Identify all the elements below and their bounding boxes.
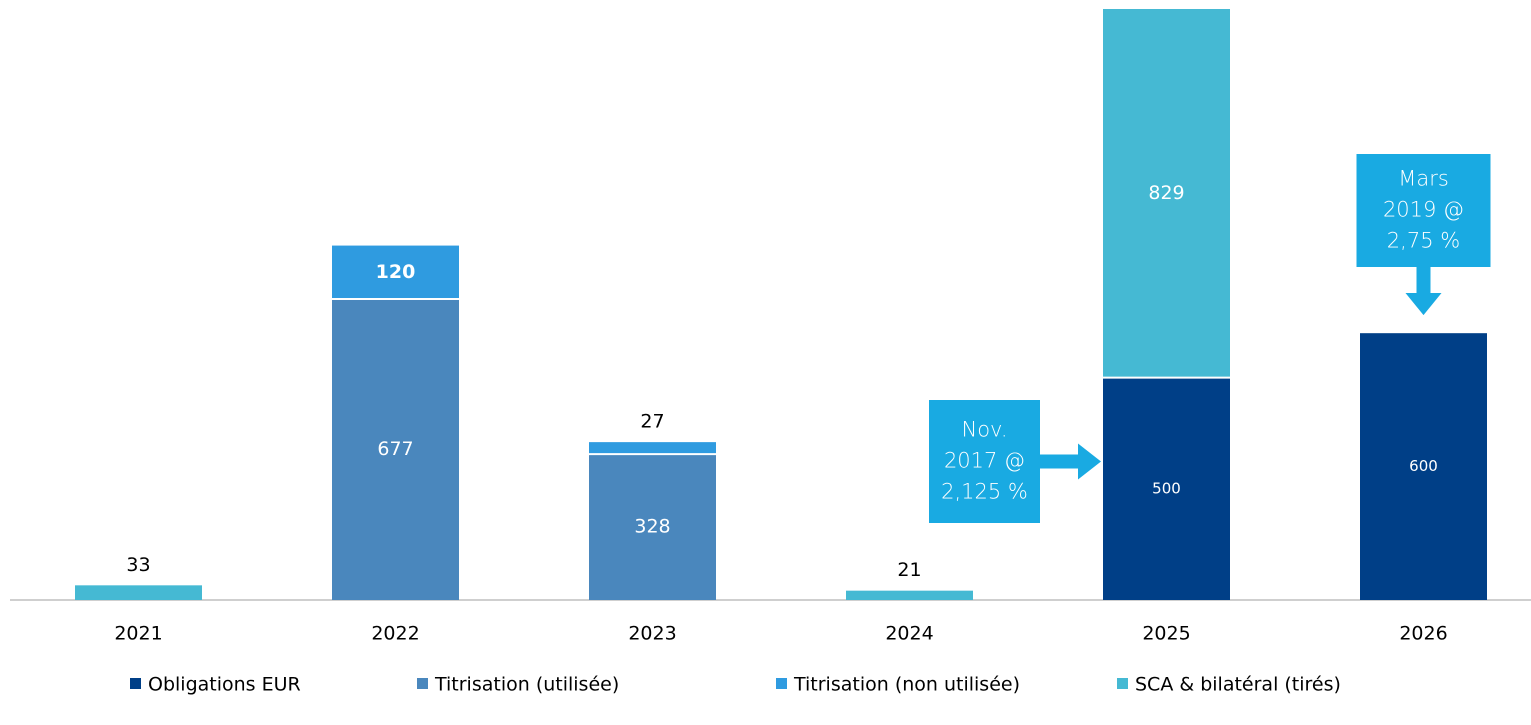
- bar-segment: [332, 245, 459, 299]
- callout-box: [929, 400, 1040, 523]
- bar-segment: [1360, 333, 1487, 600]
- bar-segment: [846, 590, 973, 600]
- data-label: 677: [377, 438, 413, 460]
- callout-box: [1356, 154, 1491, 267]
- callout-text: 2,125 %: [941, 480, 1028, 504]
- bar-segment: [1103, 377, 1230, 600]
- callout-arrow-head: [1078, 443, 1101, 480]
- legend-swatch: [1117, 678, 1128, 689]
- callout-arrow-shaft: [1416, 267, 1431, 295]
- legend-label: Obligations EUR: [148, 674, 301, 696]
- bar-segment: [75, 585, 202, 600]
- legend-swatch: [776, 678, 787, 689]
- bar-segment: [332, 298, 459, 600]
- data-label: 328: [634, 516, 670, 538]
- callout-text: 2017 @: [944, 449, 1025, 473]
- x-tick-label: 2022: [371, 623, 419, 645]
- x-tick-label: 2021: [114, 623, 162, 645]
- callout-arrow-head: [1405, 293, 1442, 316]
- callout-arrow-shaft: [1040, 454, 1080, 469]
- data-label: 120: [376, 261, 416, 283]
- callout-text: 2019 @: [1383, 198, 1464, 222]
- data-label: 33: [126, 554, 150, 576]
- legend-swatch: [417, 678, 428, 689]
- data-label: 27: [640, 411, 664, 433]
- x-tick-label: 2025: [1142, 623, 1190, 645]
- data-label: 829: [1148, 182, 1184, 204]
- legend-label: Titrisation (utilisée): [434, 674, 619, 696]
- legend-label: SCA & bilatéral (tirés): [1135, 674, 1341, 696]
- x-tick-label: 2023: [628, 623, 676, 645]
- legend-label: Titrisation (non utilisée): [793, 674, 1020, 696]
- x-tick-label: 2026: [1399, 623, 1447, 645]
- data-label: 21: [897, 559, 921, 581]
- callout-text: 2,75 %: [1387, 229, 1460, 253]
- bar-segment: [1103, 9, 1230, 378]
- callout-text: Mars: [1398, 167, 1449, 191]
- callout-text: Nov.: [961, 418, 1007, 442]
- x-tick-label: 2024: [885, 623, 933, 645]
- legend-swatch: [130, 678, 141, 689]
- data-label: 600: [1409, 457, 1438, 475]
- bar-segment: [589, 454, 716, 600]
- data-label: 500: [1152, 479, 1181, 497]
- bar-segment: [589, 442, 716, 455]
